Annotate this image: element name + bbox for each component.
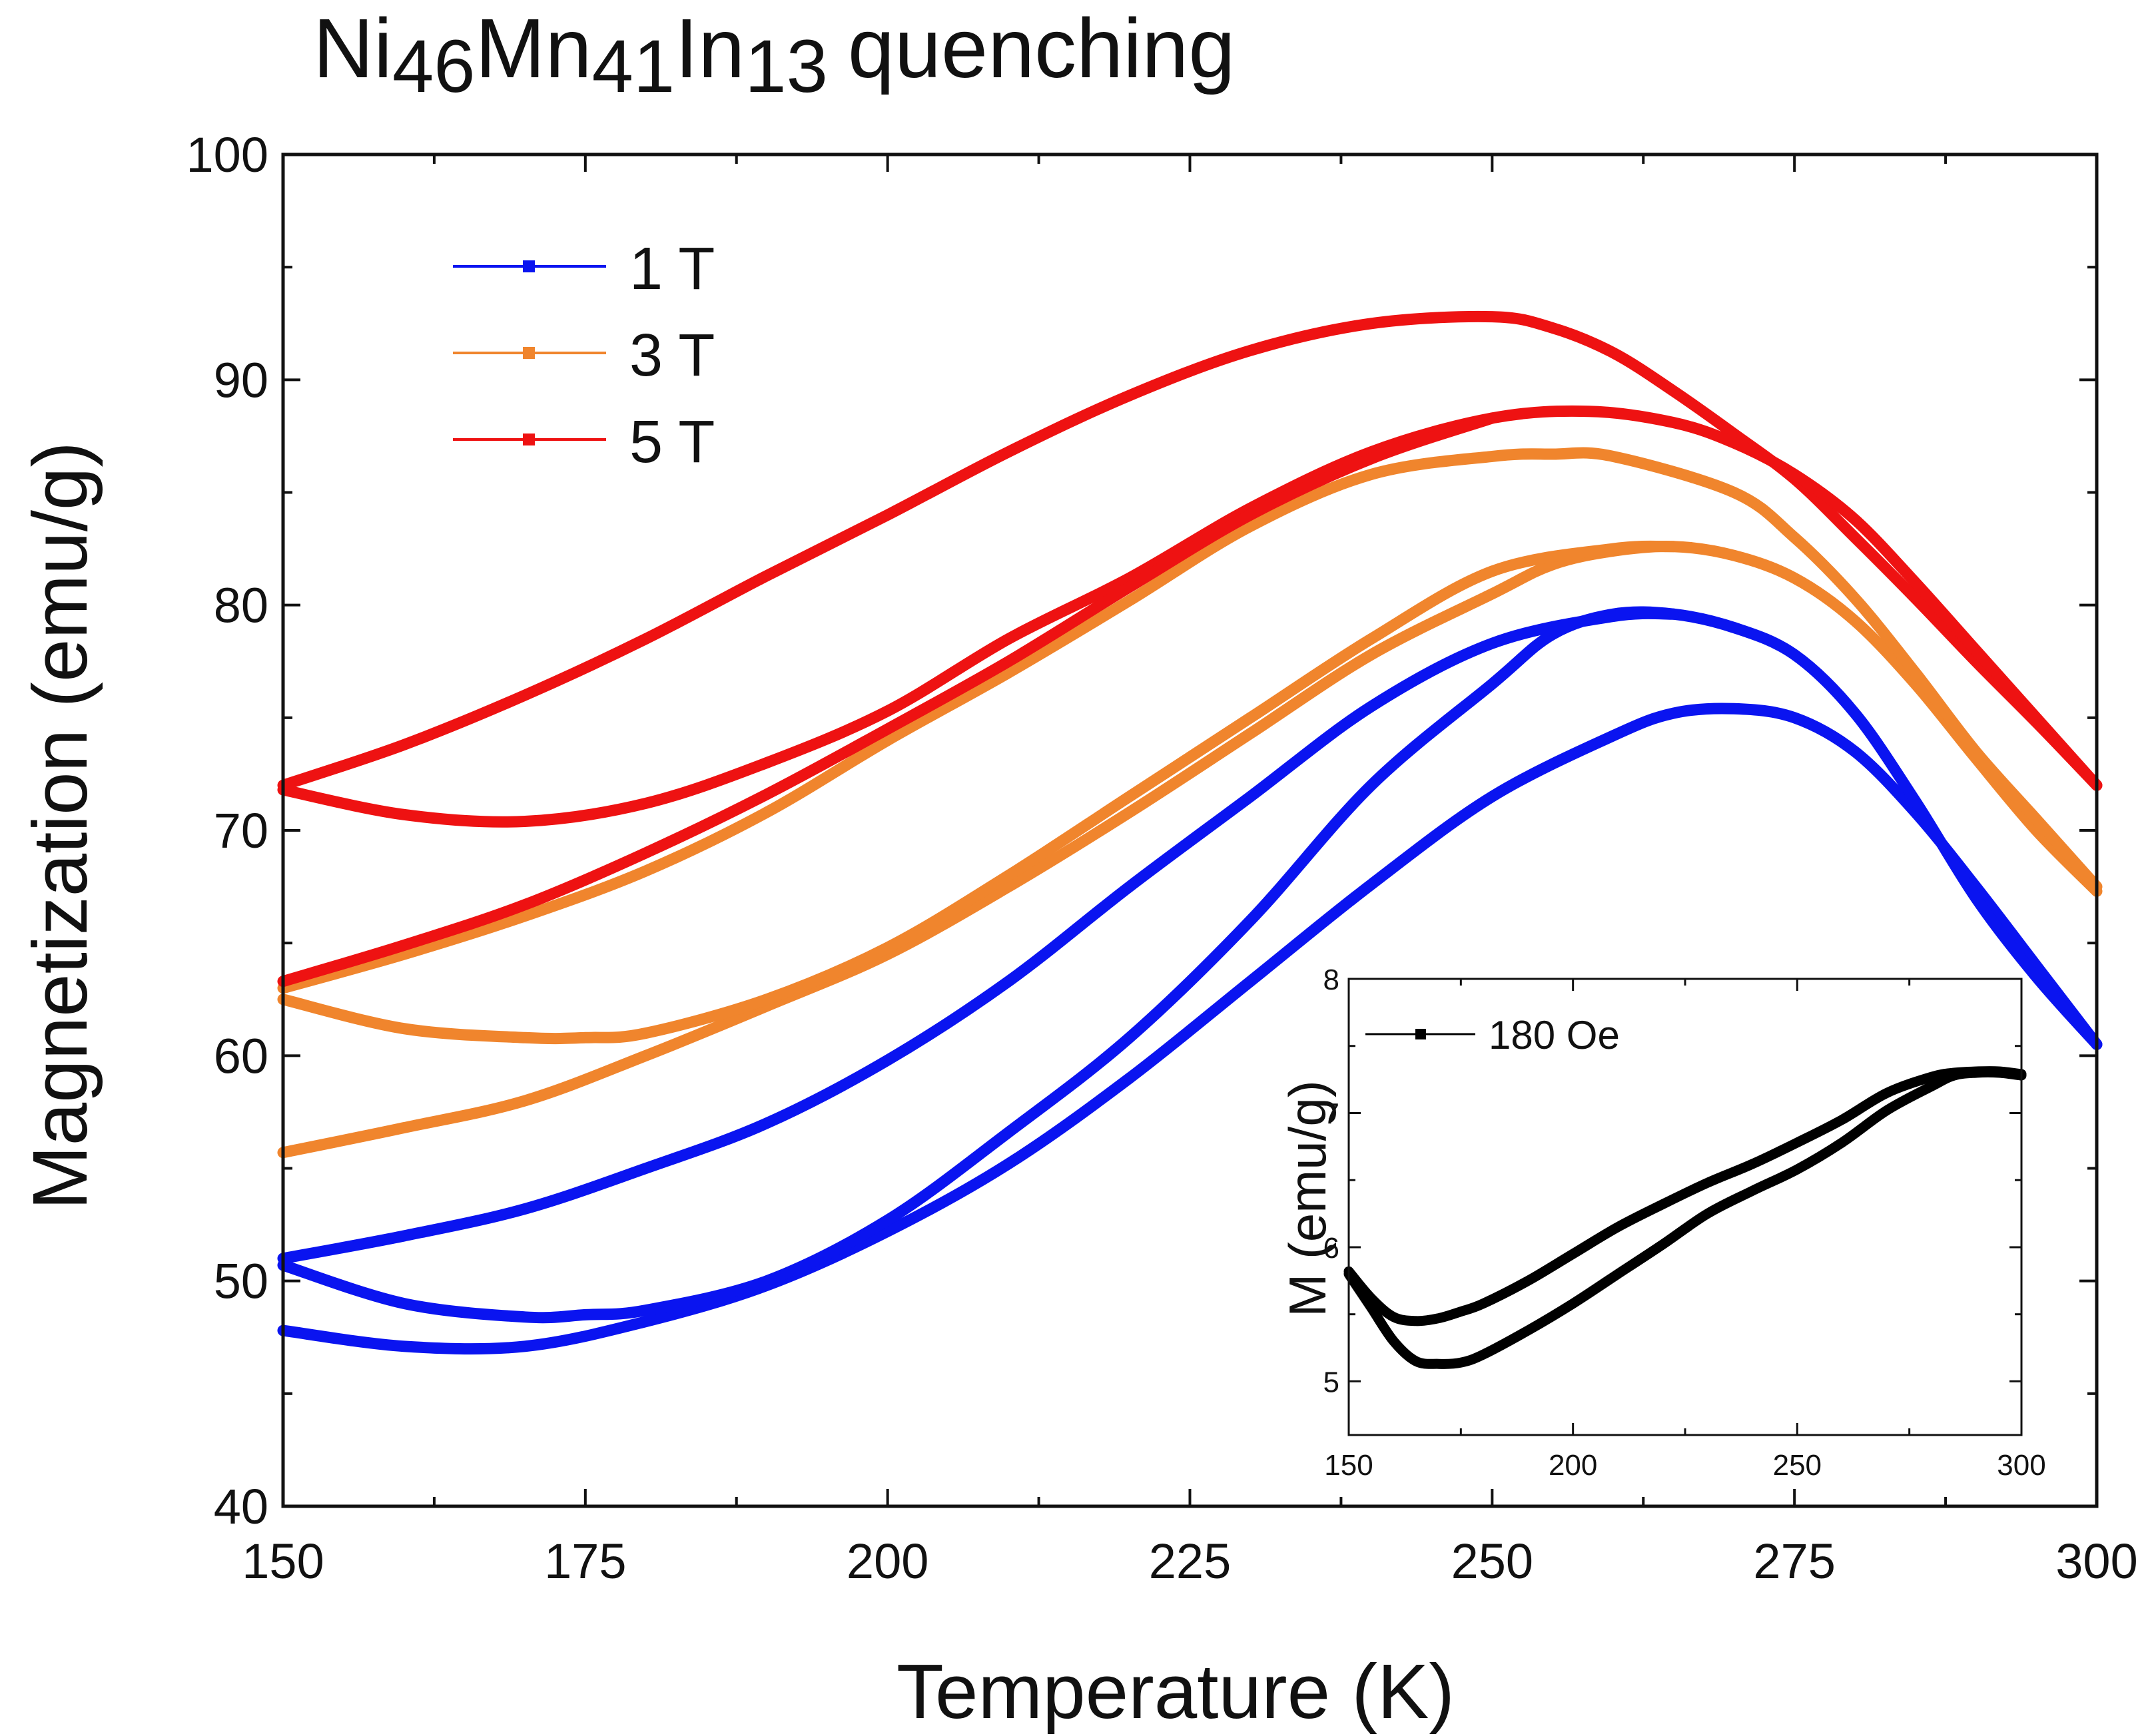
- inset-y-tick-label: 5: [1323, 1366, 1339, 1398]
- y-tick-label: 60: [214, 1028, 268, 1083]
- legend-marker: [523, 260, 535, 272]
- inset-plot-frame: [1347, 978, 2023, 1436]
- series-line-3-t: [277, 540, 1680, 1045]
- title-part: 41: [591, 25, 675, 108]
- inset-series-line: [1343, 1067, 2027, 1369]
- inset-x-tick-label: 300: [1997, 1449, 2045, 1482]
- y-axis-label: Magnetization (emu/g): [17, 441, 103, 1210]
- series-line-3-t: [277, 541, 2103, 1159]
- y-tick-label: 90: [214, 352, 268, 408]
- y-tick-label: 70: [214, 803, 268, 858]
- main-plot-series: [277, 310, 2103, 1355]
- inset-series-line: [1343, 1066, 2027, 1326]
- inset-plot-series: [1343, 1066, 2027, 1369]
- series-line-5-t: [277, 310, 2103, 791]
- title-part: Ni: [313, 1, 392, 95]
- x-tick-label: 150: [242, 1534, 324, 1589]
- x-tick-label: 250: [1451, 1534, 1533, 1589]
- inset-x-tick-label: 200: [1549, 1449, 1597, 1482]
- series-line-1-t: [277, 703, 2103, 1355]
- main-legend: 1 T 3 T 5 T: [453, 236, 715, 475]
- y-tick-label: 80: [214, 578, 268, 633]
- inset-legend: 180 Oe: [1365, 1013, 1620, 1057]
- title-part: 13: [745, 25, 828, 108]
- x-tick-label: 300: [2055, 1534, 2137, 1589]
- inset-y-tick-label: 7: [1323, 1097, 1339, 1130]
- series-line-1-t: [277, 606, 2103, 1324]
- y-tick-label: 40: [214, 1479, 268, 1534]
- legend-label: 3 T: [629, 322, 715, 389]
- title-part: In: [675, 1, 745, 95]
- chart-title: Ni46Mn41In13 quenching: [313, 0, 1236, 108]
- inset-x-tick-label: 250: [1773, 1449, 1822, 1482]
- series-line-5-t: [277, 405, 2103, 828]
- x-axis-label: Temperature (K): [897, 1648, 1455, 1735]
- x-tick-label: 225: [1149, 1534, 1231, 1589]
- x-tick-label: 200: [847, 1534, 928, 1589]
- series-line-5-t: [277, 412, 1498, 988]
- legend-label: 5 T: [629, 409, 715, 475]
- inset-y-tick-label: 8: [1323, 964, 1339, 996]
- inset-axis-labels: 150 200 250 300 5 6 7 8: [1323, 964, 2046, 1482]
- title-part: 46: [392, 25, 476, 108]
- inset-x-tick-label: 150: [1324, 1449, 1373, 1482]
- legend-label: 1 T: [629, 236, 715, 302]
- title-part: Mn: [475, 1, 592, 95]
- title-part: quenching: [847, 1, 1236, 95]
- y-tick-label: 50: [214, 1254, 268, 1309]
- inset-legend-marker: [1415, 1029, 1426, 1039]
- main-axis-labels: 150 175 200 225 250 275 300 40 50 60 70 80 90 100: [186, 127, 2138, 1589]
- legend-marker: [523, 347, 535, 359]
- inset-y-axis-label: M (emu/g): [1278, 1080, 1337, 1316]
- series-line-3-t: [277, 447, 2103, 994]
- x-tick-label: 175: [544, 1534, 626, 1589]
- inset-y-tick-label: 6: [1323, 1232, 1339, 1265]
- series-line-1-t: [277, 607, 1680, 1265]
- inset-legend-label: 180 Oe: [1489, 1013, 1620, 1057]
- x-tick-label: 275: [1753, 1534, 1835, 1589]
- main-plot-frame: [281, 152, 2099, 1508]
- legend-marker: [523, 434, 535, 445]
- y-tick-label: 100: [186, 127, 268, 182]
